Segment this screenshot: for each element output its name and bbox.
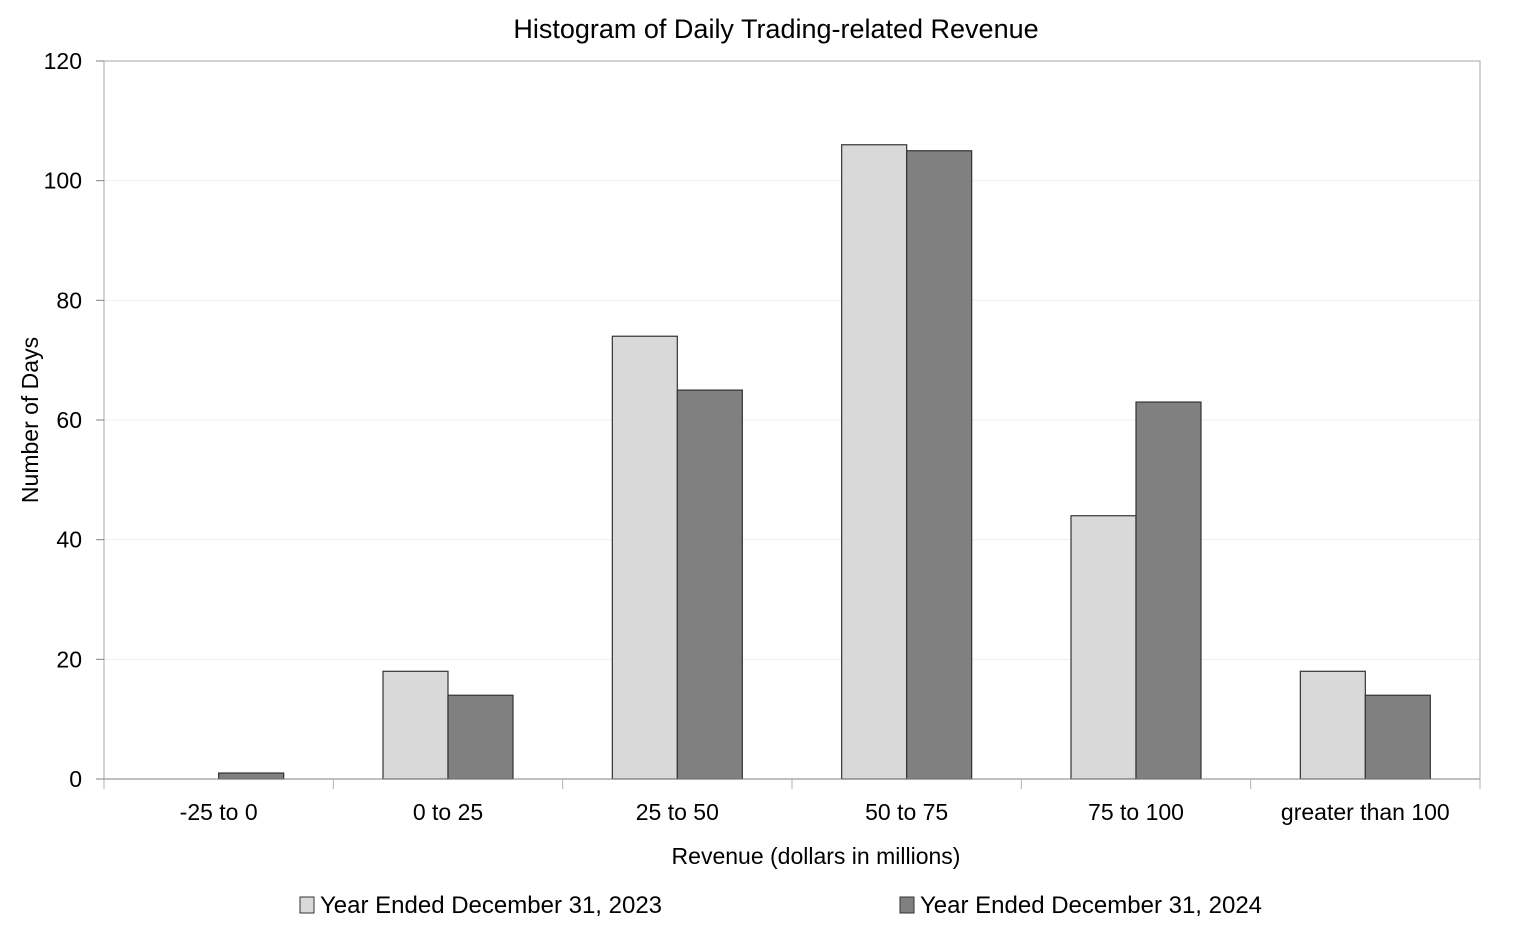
y-tick-label: 60	[56, 407, 82, 433]
legend-swatch-0	[299, 896, 315, 914]
y-tick-label: 100	[44, 168, 82, 194]
x-tick-label: 50 to 75	[865, 799, 948, 825]
legend-swatch-1	[899, 896, 915, 914]
x-tick-label: -25 to 0	[180, 799, 258, 825]
y-tick-label: 120	[44, 48, 82, 74]
x-axis-label: Revenue (dollars in millions)	[672, 843, 961, 869]
bar-2024-2	[676, 389, 743, 780]
legend-label-0: Year Ended December 31, 2023	[320, 892, 662, 919]
x-tick-label: 75 to 100	[1088, 799, 1184, 825]
chart-title: Histogram of Daily Trading-related Reven…	[513, 14, 1038, 44]
bars	[218, 144, 1431, 780]
x-tick-label: 25 to 50	[636, 799, 719, 825]
y-tick-label: 20	[56, 646, 82, 672]
bar-2024-1	[447, 694, 514, 780]
bar-2023-1	[382, 670, 449, 780]
x-tick-label: 0 to 25	[413, 799, 483, 825]
y-tick-label: 80	[56, 287, 82, 313]
bar-2024-5	[1364, 694, 1431, 780]
gridlines	[104, 180, 1480, 660]
x-ticks: -25 to 0 0 to 25 25 to 50 50 to 75 75 to 100…	[103, 779, 1481, 825]
bar-2023-5	[1299, 670, 1366, 780]
y-axis-label: Number of Days	[17, 337, 43, 503]
y-ticks: 0 20 40 60 80 100 120	[44, 48, 104, 792]
bar-2023-3	[841, 144, 908, 780]
legend: Year Ended December 31, 2023 Year Ended D…	[299, 892, 1262, 919]
bar-2024-0	[218, 772, 285, 780]
bar-2023-2	[611, 335, 678, 780]
x-tick-label: greater than 100	[1281, 799, 1450, 825]
legend-label-1: Year Ended December 31, 2024	[920, 892, 1262, 919]
bar-2024-4	[1135, 401, 1202, 780]
bar-2023-4	[1070, 515, 1137, 780]
y-tick-label: 0	[69, 766, 82, 792]
y-tick-label: 40	[56, 527, 82, 553]
bar-2024-3	[906, 150, 973, 780]
